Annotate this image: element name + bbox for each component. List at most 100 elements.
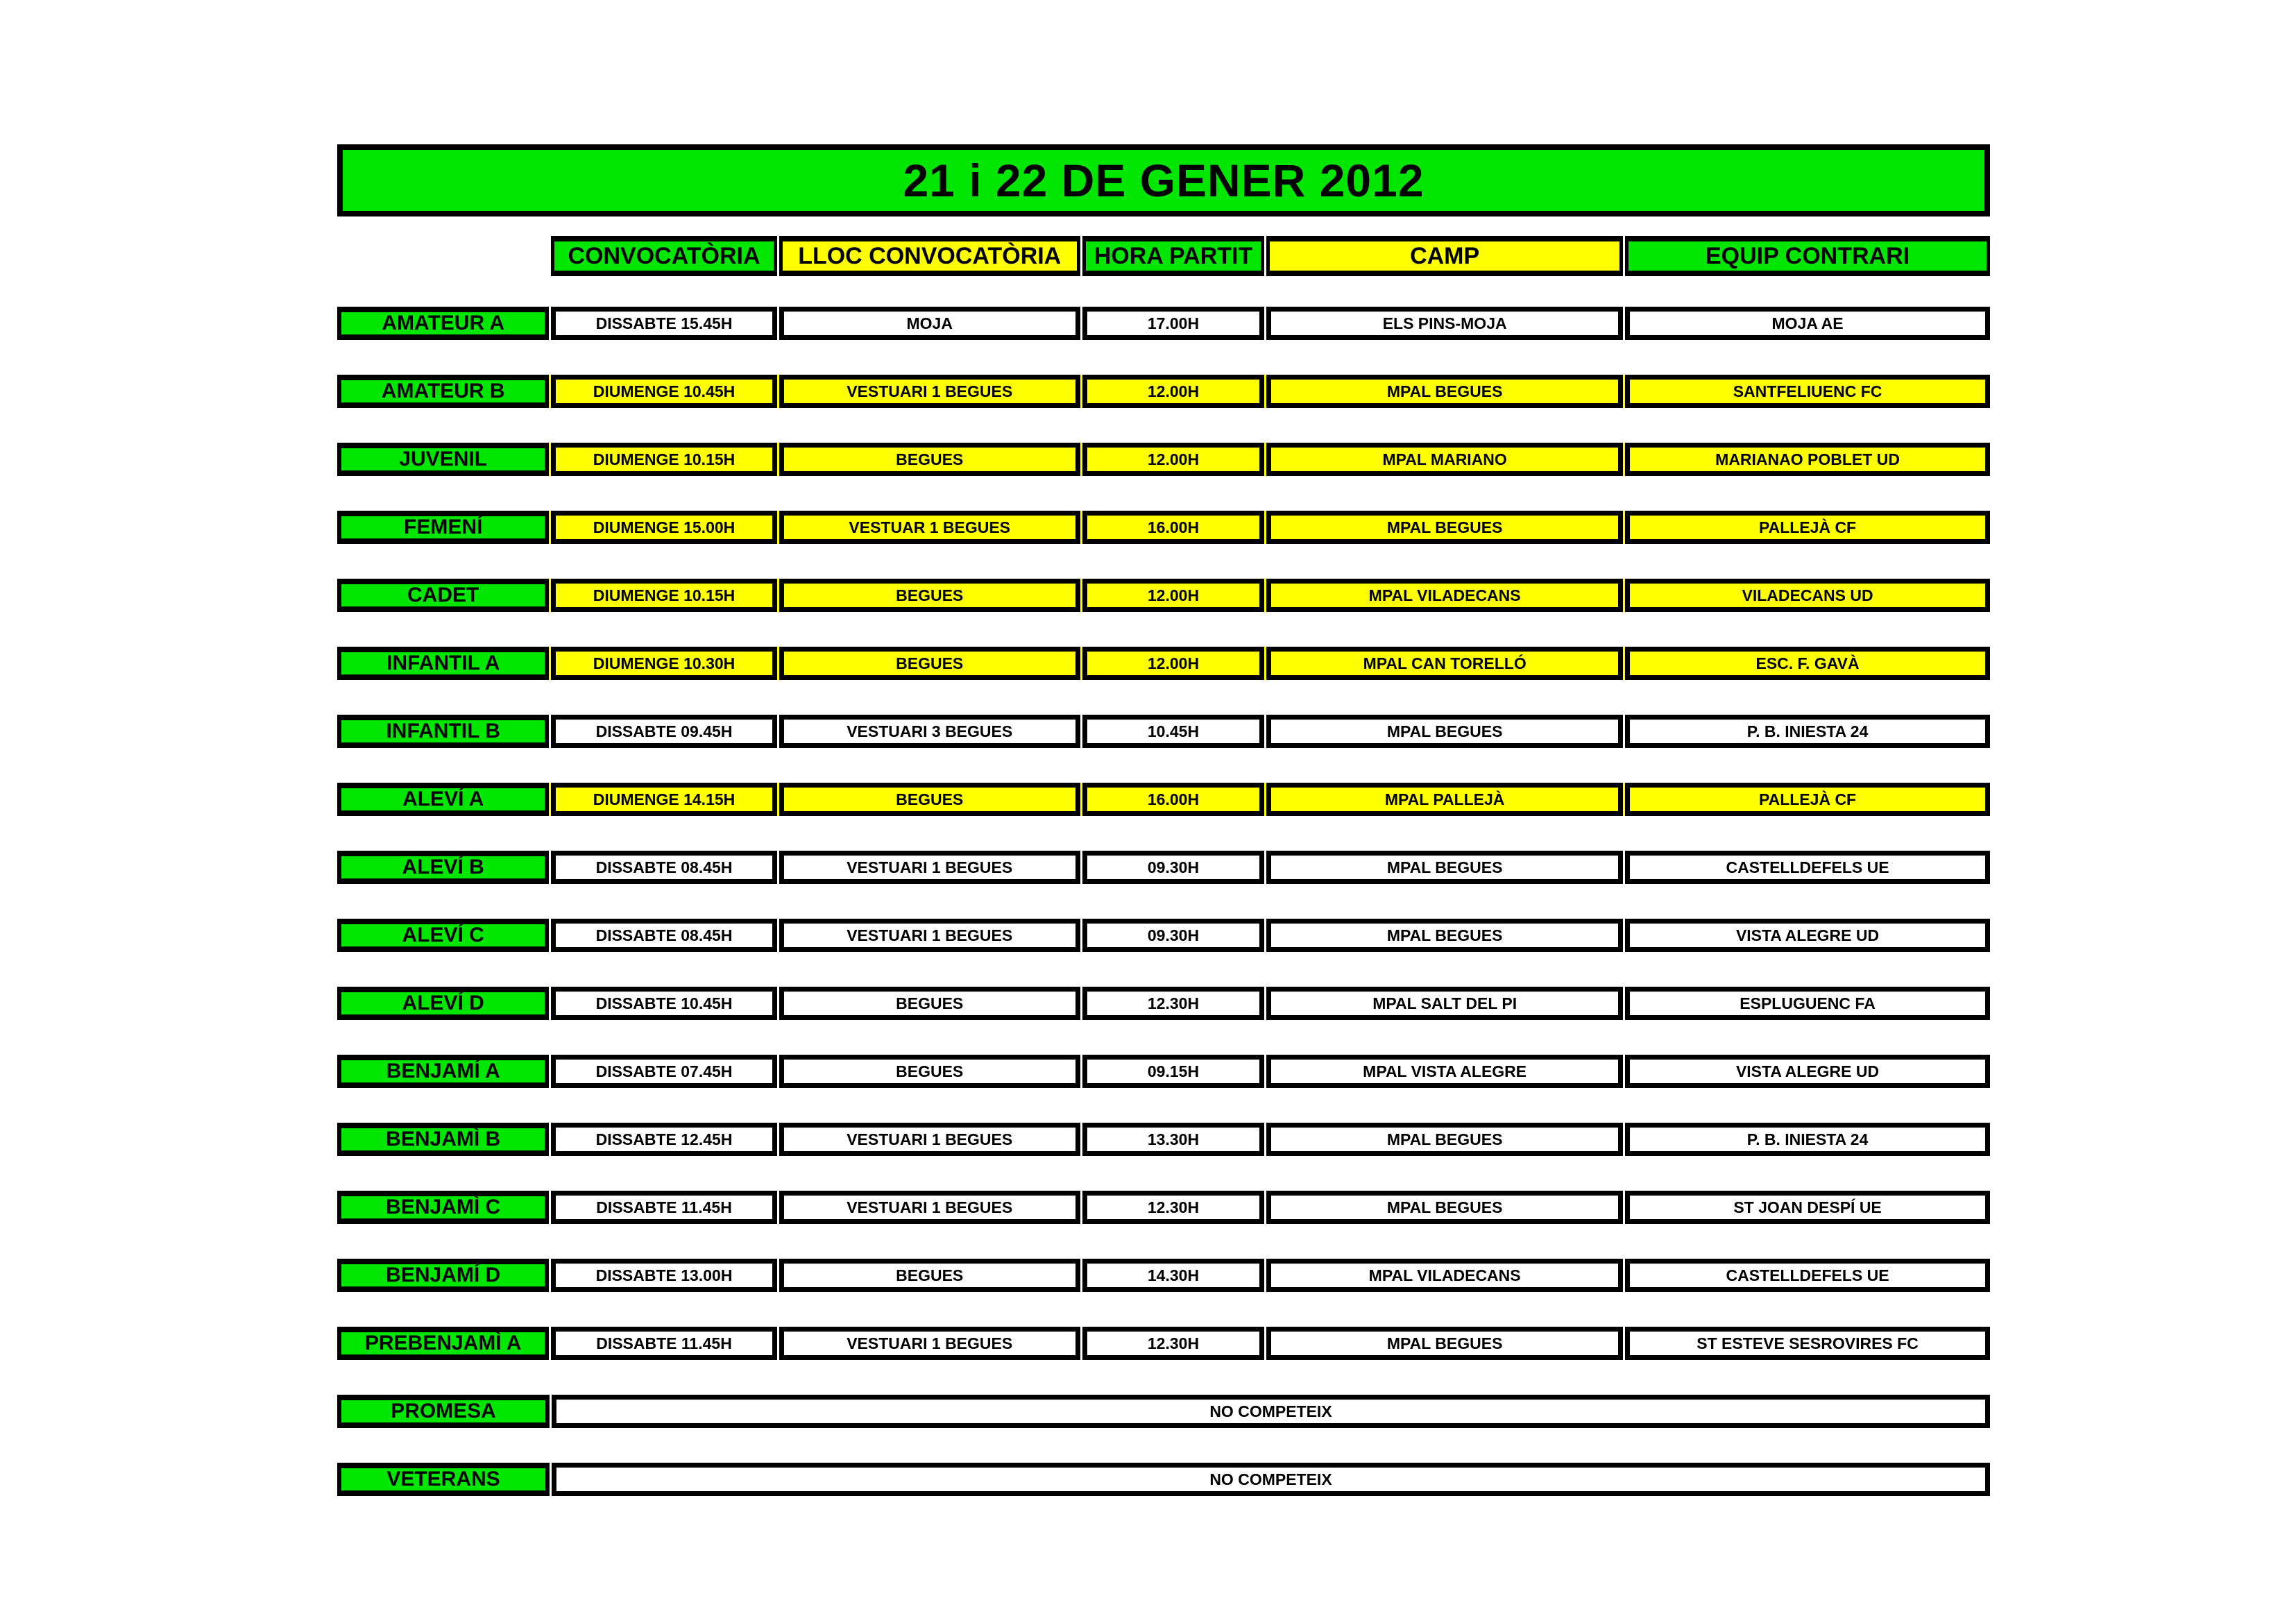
table-row: PREBENJAMÌ A DISSABTE 11.45H VESTUARI 1 …	[337, 1327, 1990, 1360]
table-row: INFANTIL B DISSABTE 09.45H VESTUARI 3 BE…	[337, 715, 1990, 748]
cell-lloc-convocatoria: BEGUES	[779, 647, 1080, 680]
table-row: ALEVÍ D DISSABTE 10.45H BEGUES 12.30H MP…	[337, 987, 1990, 1020]
team-label: ALEVÍ C	[337, 919, 550, 952]
cell-hora-partit: 12.30H	[1082, 987, 1265, 1020]
team-label: AMATEUR B	[337, 375, 550, 408]
cell-convocatoria: DIUMENGE 14.15H	[551, 783, 777, 816]
table-row: AMATEUR B DIUMENGE 10.45H VESTUARI 1 BEG…	[337, 375, 1990, 408]
cell-convocatoria: DISSABTE 10.45H	[551, 987, 777, 1020]
cell-lloc-convocatoria: VESTUARI 1 BEGUES	[779, 1327, 1080, 1360]
cell-hora-partit: 16.00H	[1082, 783, 1265, 816]
cell-convocatoria: DIUMENGE 10.15H	[551, 579, 777, 612]
team-label: ALEVÍ B	[337, 851, 550, 884]
page-title: 21 i 22 DE GENER 2012	[337, 144, 1990, 216]
cell-convocatoria: DIUMENGE 15.00H	[551, 511, 777, 544]
cell-hora-partit: 12.30H	[1082, 1191, 1265, 1224]
cell-equip-contrari: CASTELLDEFELS UE	[1625, 1259, 1990, 1292]
cell-lloc-convocatoria: VESTUARI 1 BEGUES	[779, 1123, 1080, 1156]
cell-hora-partit: 14.30H	[1082, 1259, 1265, 1292]
table-row: BENJAMÍ A DISSABTE 07.45H BEGUES 09.15H …	[337, 1055, 1990, 1088]
cell-lloc-convocatoria: VESTUARI 1 BEGUES	[779, 851, 1080, 884]
cell-convocatoria: DISSABTE 08.45H	[551, 919, 777, 952]
cell-hora-partit: 13.30H	[1082, 1123, 1265, 1156]
column-header-convocatoria: CONVOCATÒRIA	[551, 236, 777, 276]
cell-lloc-convocatoria: VESTUARI 1 BEGUES	[779, 919, 1080, 952]
team-label: BENJAMÌ B	[337, 1123, 550, 1156]
cell-hora-partit: 09.30H	[1082, 919, 1265, 952]
cell-equip-contrari: VISTA ALEGRE UD	[1625, 919, 1990, 952]
column-header-lloc-convocatoria: LLOC CONVOCATÒRIA	[779, 236, 1080, 276]
table-row: CADET DIUMENGE 10.15H BEGUES 12.00H MPAL…	[337, 579, 1990, 612]
table-row: INFANTIL A DIUMENGE 10.30H BEGUES 12.00H…	[337, 647, 1990, 680]
cell-hora-partit: 12.30H	[1082, 1327, 1265, 1360]
cell-hora-partit: 12.00H	[1082, 579, 1265, 612]
cell-camp: MPAL CAN TORELLÓ	[1266, 647, 1624, 680]
column-header-hora-partit: HORA PARTIT	[1082, 236, 1265, 276]
cell-hora-partit: 09.15H	[1082, 1055, 1265, 1088]
cell-camp: MPAL BEGUES	[1266, 1191, 1624, 1224]
cell-convocatoria: DISSABTE 15.45H	[551, 307, 777, 340]
cell-hora-partit: 12.00H	[1082, 443, 1265, 476]
cell-camp: MPAL BEGUES	[1266, 851, 1624, 884]
cell-lloc-convocatoria: BEGUES	[779, 1259, 1080, 1292]
table-row: BENJAMÌ B DISSABTE 12.45H VESTUARI 1 BEG…	[337, 1123, 1990, 1156]
team-label: VETERANS	[337, 1463, 550, 1496]
cell-lloc-convocatoria: VESTUARI 3 BEGUES	[779, 715, 1080, 748]
cell-no-competeix: NO COMPETEIX	[552, 1463, 1990, 1496]
table-row: FEMENÍ DIUMENGE 15.00H VESTUAR 1 BEGUES …	[337, 511, 1990, 544]
team-label: JUVENIL	[337, 443, 550, 476]
team-label: CADET	[337, 579, 550, 612]
cell-equip-contrari: ESPLUGUENC FA	[1625, 987, 1990, 1020]
cell-lloc-convocatoria: BEGUES	[779, 783, 1080, 816]
cell-hora-partit: 12.00H	[1082, 375, 1265, 408]
team-label: PROMESA	[337, 1395, 550, 1428]
team-label: INFANTIL A	[337, 647, 550, 680]
cell-lloc-convocatoria: MOJA	[779, 307, 1080, 340]
team-label: PREBENJAMÌ A	[337, 1327, 550, 1360]
cell-equip-contrari: SANTFELIUENC FC	[1625, 375, 1990, 408]
team-label: BENJAMÌ C	[337, 1191, 550, 1224]
team-label: INFANTIL B	[337, 715, 550, 748]
cell-camp: MPAL VILADECANS	[1266, 579, 1624, 612]
cell-equip-contrari: VILADECANS UD	[1625, 579, 1990, 612]
cell-camp: MPAL VILADECANS	[1266, 1259, 1624, 1292]
table-row: ALEVÍ C DISSABTE 08.45H VESTUARI 1 BEGUE…	[337, 919, 1990, 952]
header-row: CONVOCATÒRIA LLOC CONVOCATÒRIA HORA PART…	[337, 236, 1990, 276]
cell-camp: MPAL VISTA ALEGRE	[1266, 1055, 1624, 1088]
team-label: BENJAMÍ D	[337, 1259, 550, 1292]
cell-convocatoria: DIUMENGE 10.15H	[551, 443, 777, 476]
table-row: ALEVÍ B DISSABTE 08.45H VESTUARI 1 BEGUE…	[337, 851, 1990, 884]
team-label: AMATEUR A	[337, 307, 550, 340]
cell-hora-partit: 12.00H	[1082, 647, 1265, 680]
table-row-no-competeix: VETERANS NO COMPETEIX	[337, 1463, 1990, 1496]
cell-equip-contrari: CASTELLDEFELS UE	[1625, 851, 1990, 884]
cell-camp: MPAL PALLEJÀ	[1266, 783, 1624, 816]
cell-camp: MPAL MARIANO	[1266, 443, 1624, 476]
cell-equip-contrari: P. B. INIESTA 24	[1625, 1123, 1990, 1156]
table-row: BENJAMÍ D DISSABTE 13.00H BEGUES 14.30H …	[337, 1259, 1990, 1292]
team-label: ALEVÍ D	[337, 987, 550, 1020]
cell-lloc-convocatoria: BEGUES	[779, 987, 1080, 1020]
cell-lloc-convocatoria: BEGUES	[779, 1055, 1080, 1088]
table-row: JUVENIL DIUMENGE 10.15H BEGUES 12.00H MP…	[337, 443, 1990, 476]
cell-equip-contrari: P. B. INIESTA 24	[1625, 715, 1990, 748]
cell-convocatoria: DIUMENGE 10.30H	[551, 647, 777, 680]
cell-equip-contrari: PALLEJÀ CF	[1625, 783, 1990, 816]
cell-equip-contrari: ESC. F. GAVÀ	[1625, 647, 1990, 680]
team-label: BENJAMÍ A	[337, 1055, 550, 1088]
cell-lloc-convocatoria: BEGUES	[779, 443, 1080, 476]
column-header-camp: CAMP	[1266, 236, 1624, 276]
cell-camp: MPAL BEGUES	[1266, 1327, 1624, 1360]
cell-hora-partit: 16.00H	[1082, 511, 1265, 544]
cell-camp: MPAL BEGUES	[1266, 919, 1624, 952]
cell-convocatoria: DISSABTE 09.45H	[551, 715, 777, 748]
cell-hora-partit: 17.00H	[1082, 307, 1265, 340]
cell-hora-partit: 09.30H	[1082, 851, 1265, 884]
cell-equip-contrari: MARIANAO POBLET UD	[1625, 443, 1990, 476]
cell-convocatoria: DISSABTE 13.00H	[551, 1259, 777, 1292]
table-row: ALEVÍ A DIUMENGE 14.15H BEGUES 16.00H MP…	[337, 783, 1990, 816]
cell-convocatoria: DISSABTE 11.45H	[551, 1327, 777, 1360]
cell-camp: MPAL BEGUES	[1266, 375, 1624, 408]
table-row: AMATEUR A DISSABTE 15.45H MOJA 17.00H EL…	[337, 307, 1990, 340]
cell-lloc-convocatoria: VESTUARI 1 BEGUES	[779, 375, 1080, 408]
